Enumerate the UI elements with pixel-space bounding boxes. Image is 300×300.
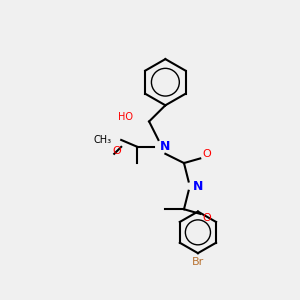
Text: Br: Br <box>192 257 204 267</box>
Text: O: O <box>112 146 121 157</box>
Text: O: O <box>203 149 212 159</box>
Text: O: O <box>203 214 212 224</box>
Text: CH₃: CH₃ <box>94 135 112 145</box>
Text: N: N <box>193 180 203 193</box>
Text: HO: HO <box>118 112 133 122</box>
Text: N: N <box>160 140 171 153</box>
